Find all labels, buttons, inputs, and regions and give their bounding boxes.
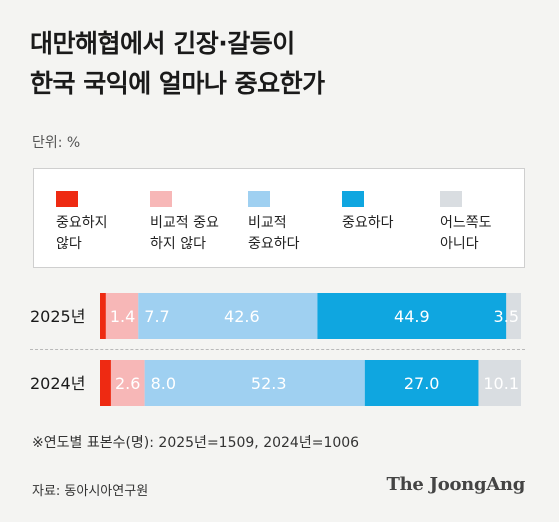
bar-segment (144, 360, 365, 406)
legend-swatch (248, 191, 270, 207)
legend-item-important: 중요하다 (342, 191, 394, 234)
value-label: 8.0 (151, 374, 176, 393)
legend-swatch (440, 191, 462, 207)
category-label: 2024년 (30, 374, 85, 393)
category-label: 2025년 (30, 307, 85, 326)
brand-logo: The JoongAng (386, 474, 526, 495)
legend-item-somewhat-important: 비교적 중요하다 (248, 191, 300, 255)
title-line-2: 한국 국익에 얼마나 중요한가 (30, 69, 325, 98)
stacked-bar-chart: 2025년 2024년 1.4 7.7 42.6 44.9 3.5 2.6 8.0 52.3 27.… (30, 293, 521, 406)
legend-swatch (56, 191, 78, 207)
legend-swatch (150, 191, 172, 207)
value-label: 10.1 (483, 374, 519, 393)
legend-item-very-unimportant: 중요하지 않다 (56, 191, 108, 255)
legend-label: 비교적 중요 하지 않다 (150, 215, 219, 252)
value-label: 27.0 (404, 374, 440, 393)
bar-segment (478, 360, 521, 406)
value-label: 42.6 (224, 307, 260, 326)
bar-segment (110, 360, 145, 406)
bar-segment (364, 360, 479, 406)
source-label: 자료: 동아시아연구원 (32, 484, 149, 499)
bar-segment (506, 293, 521, 339)
value-label: 3.5 (494, 307, 519, 326)
unit-label: 단위: % (32, 135, 81, 151)
value-label: 52.3 (251, 374, 287, 393)
bar-segment (138, 293, 318, 339)
value-label: 1.4 (110, 307, 135, 326)
chart-title: 대만해협에서 긴장·갈등이 한국 국익에 얼마나 중요한가 (30, 24, 325, 104)
bar-segment (100, 293, 106, 339)
bar-segment (317, 293, 507, 339)
legend-item-not-important: 비교적 중요 하지 않다 (150, 191, 219, 255)
legend-label: 비교적 중요하다 (248, 215, 300, 252)
legend-label: 중요하지 않다 (56, 215, 108, 252)
value-label: 2.6 (115, 374, 140, 393)
legend-label: 중요하다 (342, 215, 394, 231)
value-label: 7.7 (144, 307, 169, 326)
legend: 중요하지 않다 비교적 중요 하지 않다 비교적 중요하다 중요하다 어느쪽도 … (33, 168, 525, 268)
sample-size-note: ※연도별 표본수(명): 2025년=1509, 2024년=1006 (32, 435, 360, 451)
legend-item-neither: 어느쪽도 아니다 (440, 191, 492, 255)
legend-swatch (342, 191, 364, 207)
title-line-1: 대만해협에서 긴장·갈등이 (30, 29, 295, 58)
bar-segment (100, 360, 111, 406)
value-label: 44.9 (394, 307, 430, 326)
bar-segment (105, 293, 139, 339)
legend-label: 어느쪽도 아니다 (440, 215, 492, 252)
row-divider (30, 349, 525, 350)
